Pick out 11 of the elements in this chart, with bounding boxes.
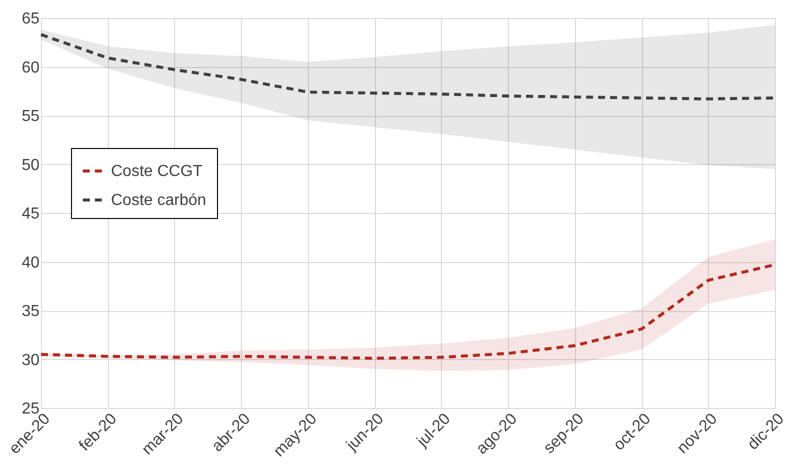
y-tick-label: 35 bbox=[22, 303, 40, 320]
y-tick-label: 65 bbox=[22, 10, 40, 28]
y-tick-label: 45 bbox=[22, 206, 40, 222]
legend-label: Coste carbón bbox=[111, 192, 206, 209]
y-tick-label: 40 bbox=[22, 254, 40, 272]
y-tick-label: 25 bbox=[22, 400, 40, 418]
y-tick-label: 50 bbox=[22, 156, 40, 174]
y-tick-label: 55 bbox=[22, 108, 40, 125]
legend-label: Coste CCGT bbox=[111, 163, 203, 180]
y-tick-label: 30 bbox=[22, 352, 40, 369]
y-tick-label: 60 bbox=[22, 59, 40, 76]
